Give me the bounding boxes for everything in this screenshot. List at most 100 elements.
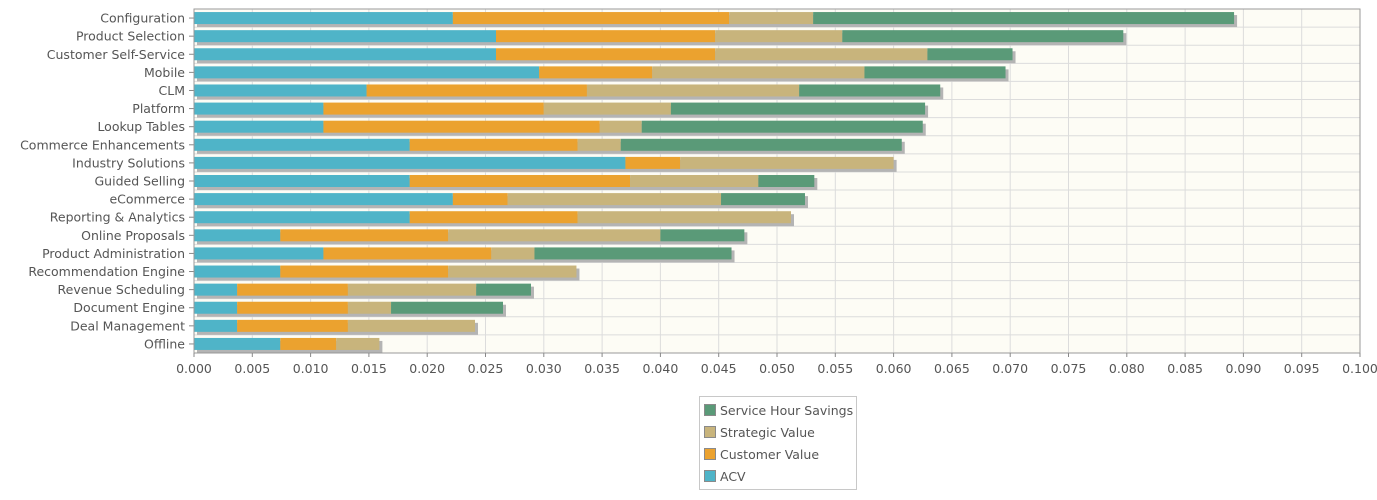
bar-segment-acv — [194, 337, 281, 350]
bar-segment-customer-value — [409, 138, 578, 151]
y-tick-label: Industry Solutions — [72, 155, 185, 170]
bar-segment-acv — [194, 265, 281, 278]
bar-segment-acv — [194, 138, 410, 151]
bar-segment-strategic-value — [652, 66, 865, 79]
y-tick-label: Deal Management — [70, 318, 185, 333]
bar-segment-acv — [194, 301, 238, 314]
y-tick-label: Lookup Tables — [97, 119, 185, 134]
bar-segment-service-hour-savings — [721, 193, 805, 206]
legend-item-customer-value: Customer Value — [700, 443, 856, 465]
legend-item-acv: ACV — [700, 465, 856, 487]
bar-segment-customer-value — [280, 229, 449, 242]
x-tick-label: 0.060 — [876, 361, 912, 376]
x-tick-label: 0.030 — [526, 361, 562, 376]
y-tick-label: Commerce Enhancements — [20, 137, 185, 152]
x-tick-label: 0.055 — [817, 361, 853, 376]
y-tick-label: Guided Selling — [94, 174, 185, 189]
bar-segment-strategic-value — [347, 301, 392, 314]
y-tick-label: Document Engine — [73, 300, 185, 315]
bar-segment-strategic-value — [715, 30, 843, 43]
legend-label: Strategic Value — [720, 424, 815, 440]
bar-segment-service-hour-savings — [799, 84, 941, 97]
x-tick-label: 0.005 — [234, 361, 270, 376]
bar-segment-customer-value — [237, 283, 348, 296]
legend-swatch-customer-value — [704, 448, 716, 460]
bar-segment-customer-value — [452, 193, 508, 206]
y-tick-label: Online Proposals — [81, 228, 185, 243]
bar-segment-service-hour-savings — [670, 102, 926, 115]
bar-segment-customer-value — [323, 102, 544, 115]
bar-segment-acv — [194, 12, 453, 25]
x-tick-label: 0.040 — [643, 361, 679, 376]
y-tick-label: Product Administration — [42, 246, 185, 261]
y-tick-label: Configuration — [100, 11, 185, 26]
bar-segment-strategic-value — [347, 319, 476, 332]
bar-segment-customer-value — [409, 211, 578, 224]
x-tick-label: 0.080 — [1109, 361, 1145, 376]
bar-segment-customer-value — [495, 30, 716, 43]
bar-segment-service-hour-savings — [620, 138, 902, 151]
x-tick-label: 0.045 — [701, 361, 737, 376]
legend-label: Service Hour Savings — [720, 402, 854, 418]
bar-segment-acv — [194, 211, 410, 224]
x-tick-label: 0.000 — [176, 361, 212, 376]
y-tick-label: Mobile — [144, 65, 185, 80]
bar-segment-customer-value — [495, 48, 716, 61]
y-tick-label: eCommerce — [109, 192, 185, 207]
y-tick-label: Revenue Scheduling — [58, 282, 186, 297]
bar-segment-strategic-value — [729, 12, 814, 25]
x-tick-label: 0.095 — [1284, 361, 1320, 376]
bar-segment-acv — [194, 319, 238, 332]
bar-segment-service-hour-savings — [864, 66, 1006, 79]
y-tick-label: CLM — [159, 83, 185, 98]
x-tick-label: 0.010 — [293, 361, 329, 376]
legend-item-strategic-value: Strategic Value — [700, 421, 856, 443]
bar-segment-strategic-value — [715, 48, 928, 61]
bar-segment-customer-value — [539, 66, 653, 79]
bar-segment-acv — [194, 156, 626, 169]
bar-segment-service-hour-savings — [842, 30, 1124, 43]
bar-segment-strategic-value — [630, 175, 759, 187]
bar-segment-customer-value — [323, 247, 492, 260]
bar-segment-strategic-value — [586, 84, 800, 97]
bar-segment-customer-value — [452, 12, 730, 25]
x-tick-label: 0.065 — [934, 361, 970, 376]
legend-item-service-hour-savings: Service Hour Savings — [700, 399, 856, 421]
x-tick-label: 0.015 — [351, 361, 387, 376]
y-tick-label: Reporting & Analytics — [50, 210, 185, 225]
bar-segment-service-hour-savings — [534, 247, 732, 260]
bar-segment-strategic-value — [336, 337, 380, 350]
bar-segment-customer-value — [366, 84, 587, 97]
x-tick-label: 0.085 — [1167, 361, 1203, 376]
bar-segment-service-hour-savings — [641, 120, 923, 133]
bar-segment-acv — [194, 229, 281, 242]
bar-segment-customer-value — [323, 120, 600, 133]
bar-segment-strategic-value — [680, 156, 894, 169]
y-tick-label: Product Selection — [76, 29, 185, 44]
bar-segment-service-hour-savings — [927, 48, 1013, 61]
chart-legend: Service Hour Savings Strategic Value Cus… — [699, 396, 857, 490]
y-tick-label: Customer Self-Service — [47, 47, 186, 62]
bar-segment-acv — [194, 193, 453, 206]
bar-segment-strategic-value — [448, 265, 577, 278]
bar-segment-acv — [194, 175, 410, 187]
legend-swatch-service-hour-savings — [704, 404, 716, 416]
x-tick-label: 0.020 — [409, 361, 445, 376]
y-tick-label: Offline — [144, 336, 185, 351]
bar-segment-service-hour-savings — [813, 12, 1235, 25]
bar-segment-customer-value — [237, 319, 348, 332]
bar-segment-service-hour-savings — [391, 301, 503, 314]
bar-segment-acv — [194, 48, 496, 61]
bar-segment-service-hour-savings — [758, 175, 815, 187]
bar-segment-strategic-value — [507, 193, 722, 206]
legend-swatch-strategic-value — [704, 426, 716, 438]
x-tick-label: 0.075 — [1051, 361, 1087, 376]
bar-segment-customer-value — [625, 156, 681, 169]
bar-segment-strategic-value — [543, 102, 671, 115]
bar-segment-acv — [194, 102, 324, 115]
bar-segment-acv — [194, 30, 496, 43]
bar-segment-strategic-value — [599, 120, 642, 133]
x-tick-label: 0.070 — [992, 361, 1028, 376]
x-tick-label: 0.100 — [1342, 361, 1377, 376]
stacked-bar-chart: Configuration Product Selection Customer S… — [20, 8, 1377, 376]
